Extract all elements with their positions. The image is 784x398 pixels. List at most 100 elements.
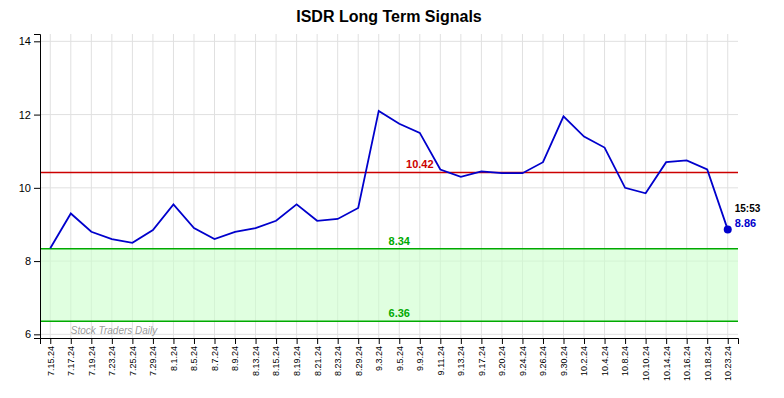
tick-mark [34,41,40,42]
tick-label: 9.20.24 [497,346,507,376]
labels: 10.42 8.34 6.36 15:53 8.86 Stock Traders Dail… [71,158,761,336]
tick-mark [522,338,523,344]
tick-mark [256,338,257,344]
tick-mark [297,338,298,344]
tick-label: 8.9.24 [230,346,240,371]
tick-mark [317,338,318,344]
tick-mark [399,338,400,344]
tick-mark [34,115,40,116]
reference-label: 10.42 [406,158,434,170]
tick-label: 9.17.24 [477,346,487,376]
y-axis: 68101214 [19,35,41,341]
tick-mark [461,338,462,344]
x-axis: 7.15.24 7.17.24 7.19.24 7.23.24 7.25.24 7.29.… [41,338,739,381]
tick-mark [646,338,647,344]
tick: 8.19.24 [292,338,302,376]
tick-mark [543,338,544,344]
tick: 7.23.24 [107,338,117,376]
tick: 10.23.24 [723,338,733,381]
tick-label: 7.19.24 [87,346,97,376]
tick-mark [338,338,339,344]
tick-label: 8.29.24 [354,346,364,376]
tick-mark [34,261,40,262]
tick: 8.5.24 [189,338,199,371]
tick-mark [379,338,380,344]
axis-line [41,339,739,345]
tick-label: 8.5.24 [189,346,199,371]
title: ISDR Long Term Signals [296,8,482,25]
tick: 6 [25,328,40,340]
tick-label: 9.24.24 [518,346,528,376]
reference-line [40,248,738,250]
tick-mark [276,338,277,344]
tick-mark [235,338,236,344]
tick-label: 9.11.24 [436,346,446,375]
tick: 12 [19,109,40,121]
tick-label: 8.13.24 [251,346,261,376]
tick: 8.1.24 [169,338,179,371]
tick: 9.30.24 [559,338,569,376]
plot-area: 681012147.15.247.17.247.19.247.23.247.25… [19,34,761,381]
reference-label: 6.36 [389,307,410,319]
tick-label: 10.16.24 [682,346,692,381]
tick-label: 9.9.24 [415,346,425,371]
tick-label: 9.30.24 [559,346,569,376]
tick-mark [153,338,154,344]
tick-label: 7.15.24 [46,346,56,376]
tick-mark [564,338,565,344]
tick: 8.21.24 [313,338,323,376]
tick-mark [112,338,113,344]
tick: 8 [25,255,40,267]
tick: 7.19.24 [87,338,97,376]
tick-label: 7.29.24 [148,346,158,376]
grid-line [40,114,738,115]
reference-label: 8.34 [389,235,411,247]
tick: 9.5.24 [395,338,405,371]
tick-label: 10.8.24 [620,346,630,376]
tick-mark [50,338,51,344]
annotation: 8.86 [735,217,756,229]
tick-mark [707,338,708,344]
tick-mark [91,338,92,344]
tick: 10.18.24 [703,338,713,381]
tick: 10.2.24 [579,338,589,376]
tick-label: 6 [25,328,31,340]
tick-mark [71,338,72,344]
tick-label: 8.15.24 [271,346,281,376]
axis-line [34,35,41,339]
tick-label: 7.25.24 [128,346,138,376]
tick-label: 10.2.24 [579,346,589,376]
tick: 7.29.24 [148,338,158,376]
tick: 10 [19,182,40,194]
tick: 9.13.24 [456,338,466,376]
tick-label: 7.17.24 [66,346,76,376]
tick: 8.23.24 [333,338,343,376]
tick-label: 9.5.24 [395,346,405,371]
annotation: Stock Traders Daily [71,325,159,336]
tick: 8.9.24 [230,338,240,371]
tick-mark [502,338,503,344]
tick: 9.24.24 [518,338,528,376]
tick-label: 9.26.24 [538,346,548,376]
tick: 10.4.24 [600,338,610,376]
tick: 9.9.24 [415,338,425,371]
tick-label: 10.10.24 [641,346,651,381]
tick-label: 8.7.24 [210,346,220,371]
tick-mark [358,338,359,344]
reference-line [40,172,738,174]
tick: 10.10.24 [641,338,651,381]
tick-label: 10.23.24 [723,346,733,381]
grid-line [40,41,738,42]
tick: 10.14.24 [662,338,672,381]
tick-label: 8.1.24 [169,346,179,371]
annotation: 15:53 [735,203,761,214]
tick-mark [132,338,133,344]
marks [40,111,738,321]
tick: 7.15.24 [46,338,56,376]
tick: 9.17.24 [477,338,487,376]
tick-label: 10.14.24 [662,346,672,381]
tick-mark [173,338,174,344]
chart: 681012147.15.247.17.247.19.247.23.247.25… [0,0,784,398]
band [40,249,738,322]
grid [40,34,738,338]
